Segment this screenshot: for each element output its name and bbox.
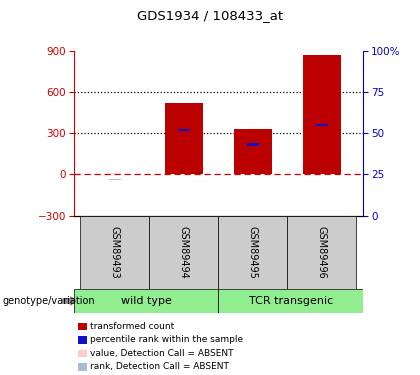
Bar <box>247 144 259 146</box>
Text: transformed count: transformed count <box>90 322 175 331</box>
Bar <box>109 173 121 174</box>
Bar <box>303 55 341 174</box>
Text: GSM89493: GSM89493 <box>110 226 120 279</box>
Text: GSM89494: GSM89494 <box>179 226 189 279</box>
Bar <box>80 216 150 289</box>
Bar <box>218 289 363 313</box>
Text: GSM89496: GSM89496 <box>317 226 327 279</box>
Text: percentile rank within the sample: percentile rank within the sample <box>90 335 244 344</box>
Text: genotype/variation: genotype/variation <box>2 296 95 306</box>
Text: TCR transgenic: TCR transgenic <box>249 296 333 306</box>
Text: GSM89495: GSM89495 <box>248 226 258 279</box>
Text: wild type: wild type <box>121 296 171 306</box>
Bar <box>150 216 218 289</box>
Text: value, Detection Call = ABSENT: value, Detection Call = ABSENT <box>90 349 234 358</box>
Bar <box>234 129 272 174</box>
Text: GDS1934 / 108433_at: GDS1934 / 108433_at <box>137 9 283 22</box>
Bar <box>178 129 190 131</box>
Bar <box>316 124 328 126</box>
Bar <box>165 103 203 174</box>
Bar <box>109 178 121 180</box>
Bar <box>287 216 357 289</box>
Text: rank, Detection Call = ABSENT: rank, Detection Call = ABSENT <box>90 362 229 371</box>
Bar <box>218 216 287 289</box>
Bar <box>74 289 218 313</box>
